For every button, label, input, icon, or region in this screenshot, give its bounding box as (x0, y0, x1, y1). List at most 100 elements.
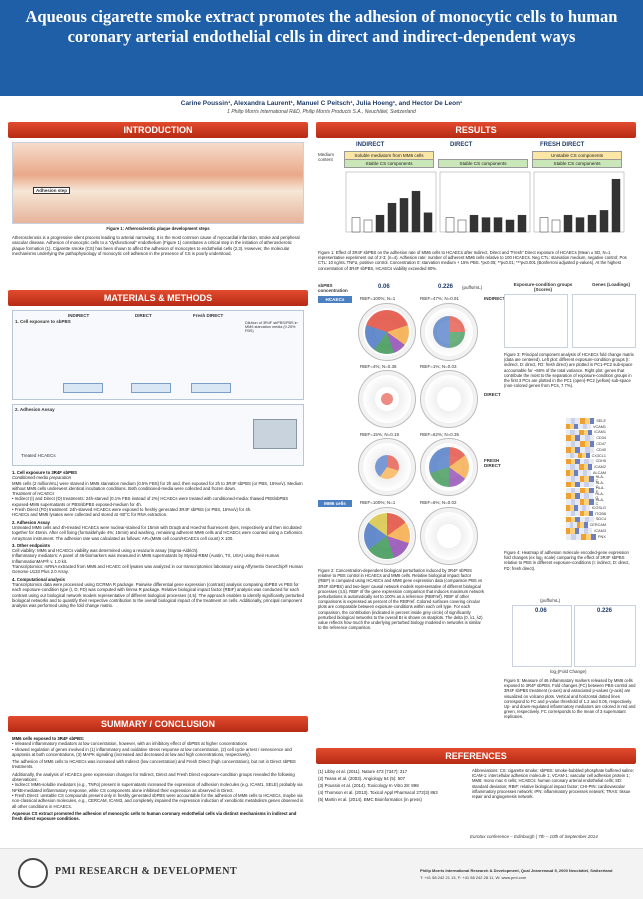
heatmap-cell (585, 505, 590, 511)
star-fill (433, 316, 465, 348)
heatmap-cell (570, 447, 576, 453)
star-fill (381, 393, 393, 405)
rbif-7: RBIF=100%; N=1 (360, 500, 396, 505)
reference-item: (5) Martin et al. (2014). BMC Bioinforma… (318, 797, 422, 802)
heatmap-cell (584, 435, 590, 442)
reference-item: (1) Libby et al. (2011). Nature 473 (734… (318, 769, 408, 774)
star-fill (365, 310, 409, 354)
bar (481, 217, 491, 233)
cond-indirect: INDIRECT (356, 142, 385, 148)
heatmap-cell (587, 528, 593, 534)
heatmap-cell (581, 534, 586, 540)
volcano-low: 0.06 (512, 605, 572, 667)
pca-loadings-plot (572, 294, 636, 348)
heatmap-cell (575, 476, 580, 482)
heatmap-cell (566, 481, 571, 488)
bar-group (345, 171, 625, 233)
starplot (420, 303, 478, 361)
heatmap-cell (574, 429, 580, 436)
fig4-caption: Figure 4: Heatmap of adhesion molecule e… (504, 550, 630, 571)
scheme-direct: DIRECT (135, 313, 152, 318)
heatmap-cell (566, 429, 571, 436)
adhesion-scheme: 2. Adhesion Assay Treated HCAECs (12, 404, 304, 466)
heatmap-cell (584, 487, 590, 494)
heatmap-cell (566, 487, 571, 494)
heatmap-cell (566, 499, 571, 505)
bar (551, 219, 561, 233)
heatmap-cell (570, 429, 575, 436)
rbif-2: RBIF=47%; N=0.91 (420, 296, 460, 301)
heatmap-cell (583, 464, 588, 471)
bar (445, 217, 455, 233)
gene-label: HLA-C (595, 474, 605, 483)
heatmap-cell (575, 499, 580, 505)
row-direct: DIRECT (484, 392, 501, 397)
heatmap-cell (577, 452, 582, 459)
gene-label: CERCAM (589, 523, 607, 528)
heatmap-cell (575, 510, 580, 517)
gene-label: ITGB8 (595, 511, 606, 516)
bar (423, 212, 433, 233)
heatmap-cell (579, 528, 584, 534)
heatmap-cell (566, 528, 571, 534)
bar (469, 214, 479, 233)
scheme-fresh-direct: Fresh DIRECT (193, 313, 224, 318)
heatmap-row: HLA-F (566, 486, 606, 494)
heatmap-cell (584, 510, 589, 517)
starplot (358, 438, 416, 496)
heatmap-cell (570, 487, 576, 494)
reference-item: (4) Thomson et al. (2013). Toxicol Appl … (318, 790, 438, 795)
heatmap-row: CERCAM (566, 522, 607, 529)
scheme-indirect: INDIRECT (68, 313, 90, 318)
heatmap-cell (579, 493, 585, 500)
heatmap-cell (584, 441, 590, 447)
gene-label: CD47 (596, 442, 607, 447)
heatmap-cell (591, 534, 596, 540)
gene-label: CDH5 (595, 459, 606, 464)
pmi-logo-icon (18, 858, 48, 888)
heatmap-row: VCAM1 (566, 423, 606, 430)
heatmap-cell (570, 458, 576, 465)
footer (0, 848, 643, 899)
heatmap-cell (574, 470, 579, 476)
bar (375, 214, 385, 233)
heatmap-row: CX3CL1 (566, 452, 606, 459)
starplot (358, 507, 416, 565)
reference-item: (2) Teana et al. (2003). Angiology 54 (5… (318, 776, 406, 781)
bar (411, 190, 421, 233)
heatmap-cell (566, 464, 571, 471)
heatmap-cell (584, 447, 590, 453)
heatmap-cell (588, 510, 593, 517)
dilution-note: Dilution of 3R4F sbPBS/PBS in MM6 starva… (245, 321, 298, 333)
heatmap-cell (582, 470, 587, 476)
hcaec-label: HCAECs (318, 296, 352, 303)
adhesion-assay-label: 2. Adhesion Assay (15, 407, 55, 412)
heatmap-cell (583, 522, 588, 529)
conc-label: sbPBS concentration (318, 283, 348, 293)
heatmap-cell (579, 429, 584, 436)
heatmap-cell (586, 423, 591, 430)
heatmap-cell (570, 516, 576, 523)
plate-icon (191, 383, 231, 393)
pca-title: Exposure-condition groups (Scores) (513, 282, 573, 292)
heatmap-cell (566, 447, 571, 453)
bar (351, 217, 361, 233)
heatmap-cell (570, 441, 576, 447)
heatmap-cell (566, 510, 571, 517)
gene-label: CD40 (596, 447, 607, 452)
heatmap-row: CDH5 (566, 458, 606, 465)
heatmap-cell (579, 499, 585, 505)
title-banner: Aqueous cigarette smoke extract promotes… (0, 0, 643, 96)
heatmap-row: HLA-C (566, 498, 606, 507)
heatmap-cell (584, 418, 590, 424)
heatmap-cell (579, 476, 585, 482)
exposure-scheme: 1. Cell exposure to sbPBS INDIRECT DIREC… (12, 310, 304, 400)
heatmap-cell (589, 441, 595, 447)
heatmap-row: ICAM1 (566, 429, 606, 436)
volcano-conc-high: 0.226 (597, 608, 613, 614)
gene-label: HLA-C (595, 498, 605, 507)
authors: Carine Poussin¹, Alexandra Laurent¹, Man… (180, 100, 463, 107)
bar (387, 202, 397, 233)
gene-label: CD34 (596, 436, 607, 441)
